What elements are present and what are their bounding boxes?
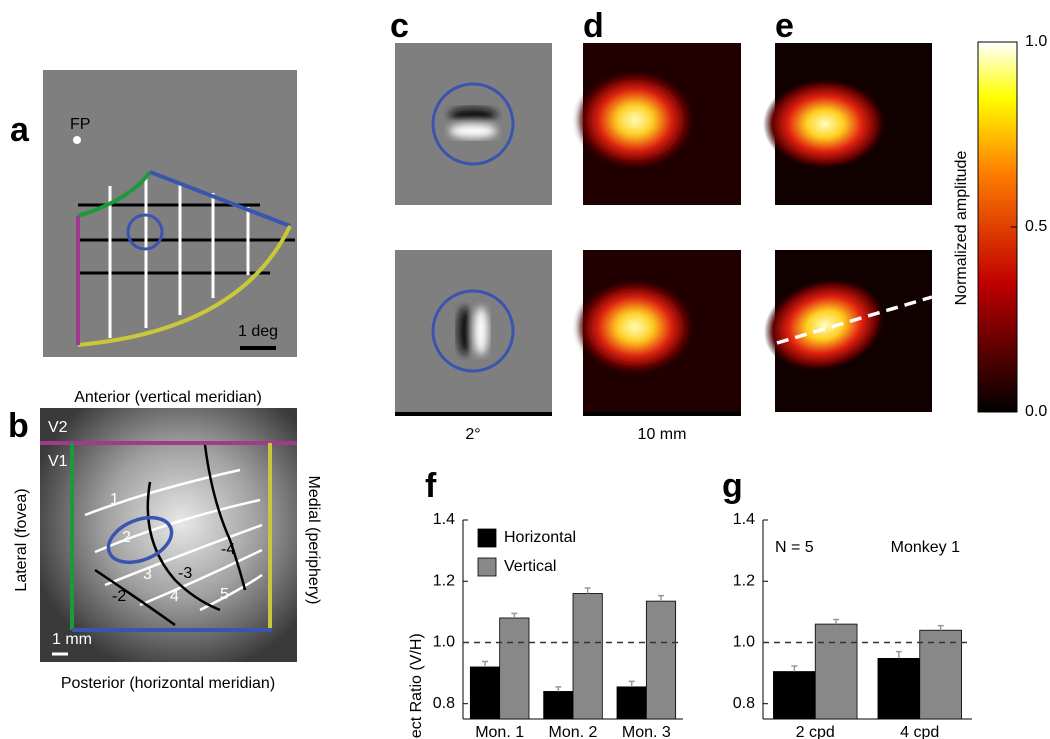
- legend-label: Vertical: [504, 558, 556, 575]
- panel-label: a: [10, 111, 30, 149]
- axis-label: Lateral (fovea): [13, 488, 30, 591]
- error-bar: [833, 618, 840, 625]
- contour-label: 2: [122, 529, 131, 546]
- colorbar-tick-label: 0.0: [1025, 403, 1047, 420]
- bar: [543, 691, 574, 720]
- x-tick-label: 2 cpd: [796, 724, 835, 739]
- y-tick-label: 1.0: [733, 634, 755, 651]
- y-tick-label: 1.4: [733, 511, 755, 528]
- y-tick-label: 0.8: [733, 695, 755, 712]
- legend-swatch: [477, 528, 497, 548]
- bar: [877, 657, 921, 720]
- error-bar: [658, 594, 664, 602]
- error-bar: [584, 587, 591, 594]
- x-tick-label: Mon. 2: [549, 724, 598, 739]
- bar: [919, 629, 962, 720]
- stimulus-images: [395, 43, 552, 416]
- error-bar: [895, 650, 902, 659]
- bar: [499, 617, 530, 720]
- panel-label: e: [775, 7, 794, 45]
- error-bar: [937, 624, 944, 631]
- y-tick-label: 1.2: [733, 572, 755, 589]
- panel-label: g: [722, 467, 743, 505]
- contour-label: 1: [110, 491, 119, 508]
- colorbar-tick-label: 0.5: [1025, 218, 1047, 235]
- x-tick-label: Mon. 1: [475, 724, 524, 739]
- annotation: N = 5: [775, 539, 814, 556]
- legend-swatch: [477, 557, 497, 577]
- y-tick-label: 1.2: [433, 572, 455, 589]
- contour-label: -4: [221, 541, 235, 558]
- axis-label: Medial (periphery): [305, 476, 322, 605]
- panel-label: f: [425, 467, 437, 505]
- panel-label: c: [390, 7, 409, 45]
- scale-label: 2°: [465, 426, 480, 443]
- colorbar: [977, 41, 1018, 413]
- bar: [469, 666, 501, 720]
- colorbar-label: Normalized amplitude: [953, 151, 970, 306]
- x-tick-label: 4 cpd: [900, 724, 939, 739]
- error-bar: [628, 680, 635, 687]
- error-bar: [511, 612, 518, 618]
- axis-label: Posterior (horizontal meridian): [61, 675, 275, 692]
- scale-label: 1 mm: [52, 631, 92, 648]
- bar: [616, 686, 647, 720]
- y-tick-label: 1.4: [433, 511, 455, 528]
- x-tick-label: Mon. 3: [622, 724, 671, 739]
- cortex-image: [40, 408, 297, 662]
- error-bar: [555, 686, 562, 692]
- y-tick-label: 0.8: [433, 695, 455, 712]
- bar: [572, 593, 603, 720]
- area-label: V2: [48, 419, 68, 436]
- panel-label: b: [8, 407, 29, 445]
- area-label: V1: [48, 453, 68, 470]
- fp-label: FP: [70, 116, 90, 133]
- y-tick-label: 1.0: [433, 634, 455, 651]
- bar: [645, 600, 677, 720]
- axis-label: Anterior (vertical meridian): [74, 389, 262, 406]
- contour-label: 3: [143, 566, 152, 583]
- y-axis-label: Aspect Ratio (V/H): [408, 633, 425, 739]
- scale-label: 1 deg: [238, 323, 278, 340]
- visual-field-map: [43, 70, 297, 357]
- legend-label: Horizontal: [504, 529, 576, 546]
- error-bar: [791, 665, 798, 672]
- colorbar-tick-label: 1.0: [1025, 33, 1047, 50]
- annotation: Monkey 1: [891, 539, 960, 556]
- contour-label: -3: [178, 565, 192, 582]
- response-maps: [575, 43, 933, 416]
- contour-label: 5: [220, 586, 229, 603]
- contour-label: -2: [112, 588, 126, 605]
- error-bar: [482, 660, 488, 667]
- panel-label: d: [583, 7, 604, 45]
- bar: [773, 671, 816, 720]
- contour-label: 4: [170, 588, 179, 605]
- bar: [814, 623, 858, 720]
- scale-label: 10 mm: [638, 426, 687, 443]
